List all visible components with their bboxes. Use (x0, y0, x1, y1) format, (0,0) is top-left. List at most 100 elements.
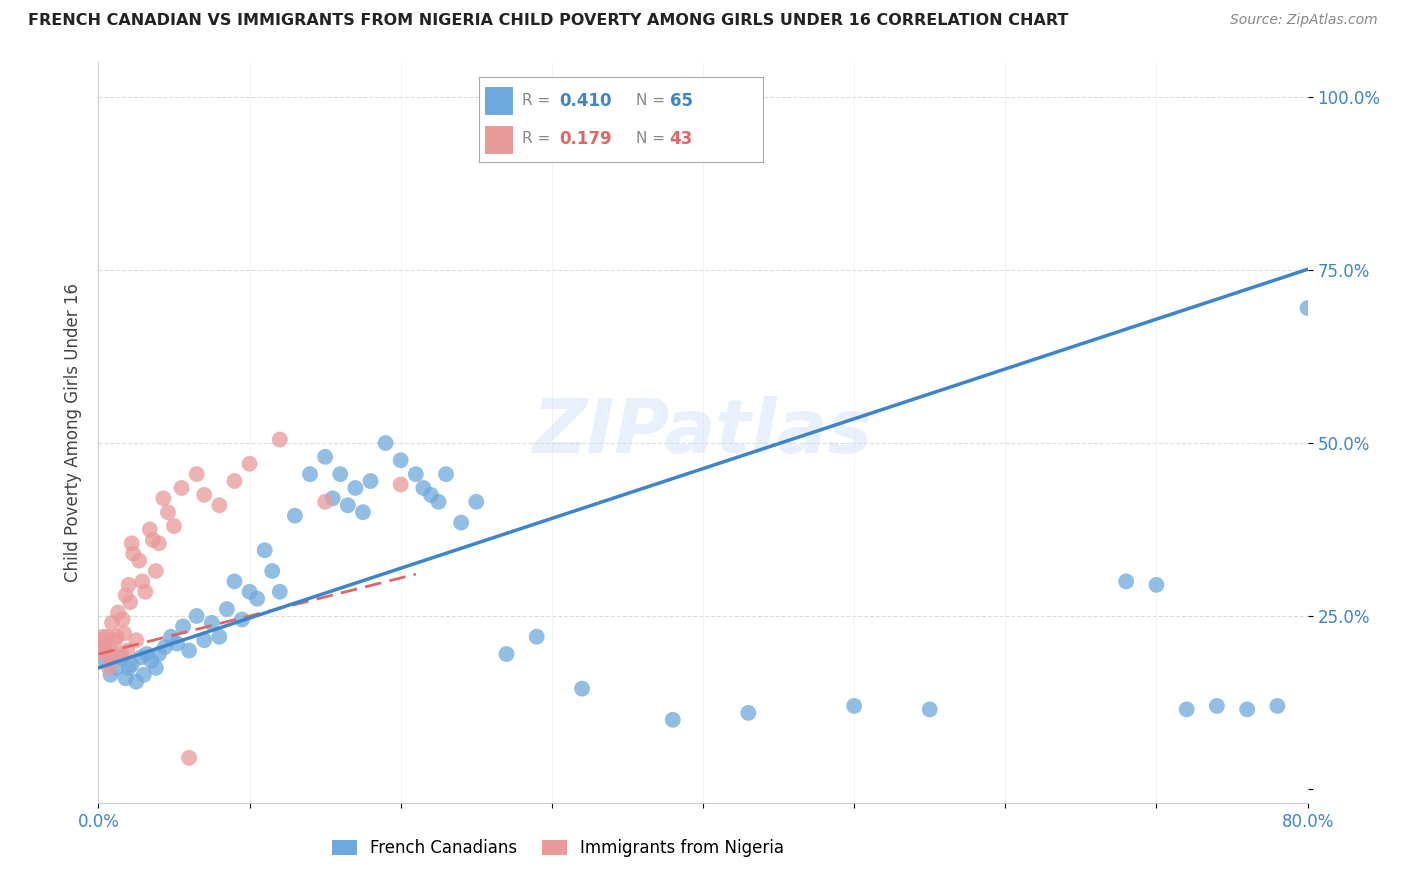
Point (918, 702, 941, 716)
Point (186, 467, 208, 482)
Point (148, 647, 170, 661)
Point (1144, 578, 1167, 592)
Point (269, 584, 291, 599)
Point (170, 481, 193, 495)
Point (1206, 698, 1229, 713)
Point (526, 630, 548, 644)
Point (114, 588, 136, 602)
Point (103, 650, 125, 665)
Point (1267, 698, 1289, 713)
Point (120, 595, 142, 609)
Point (129, 650, 152, 665)
Point (299, 467, 322, 482)
Point (94, 654, 117, 668)
Point (132, 667, 155, 681)
Point (844, 698, 866, 713)
Point (115, 643, 138, 657)
Point (91, 630, 114, 644)
Point (389, 477, 412, 491)
Point (322, 491, 344, 506)
Point (163, 519, 186, 533)
Point (125, 633, 148, 648)
Point (101, 615, 124, 630)
Point (239, 584, 262, 599)
Point (128, 554, 150, 568)
Point (94, 647, 117, 661)
Point (450, 516, 472, 530)
Point (465, 495, 488, 509)
Point (284, 508, 307, 523)
Point (253, 543, 276, 558)
Point (1115, 574, 1137, 589)
Point (107, 606, 129, 620)
Point (160, 630, 183, 644)
Point (314, 450, 336, 464)
Point (179, 751, 201, 765)
Point (193, 488, 215, 502)
Point (374, 436, 396, 450)
Point (111, 612, 134, 626)
Point (110, 647, 132, 661)
Point (224, 574, 246, 589)
Point (201, 615, 224, 630)
Point (118, 578, 141, 592)
Point (1236, 702, 1258, 716)
Point (269, 433, 291, 447)
Point (336, 498, 359, 512)
Point (661, 713, 683, 727)
Point (208, 498, 231, 512)
Point (215, 602, 238, 616)
Point (1296, 301, 1319, 315)
Point (156, 505, 179, 519)
Point (360, 474, 382, 488)
Point (139, 523, 162, 537)
Legend: French Canadians, Immigrants from Nigeria: French Canadians, Immigrants from Nigeri… (332, 839, 785, 857)
Point (89, 633, 111, 648)
Point (193, 633, 215, 648)
Point (114, 671, 136, 685)
Point (166, 637, 188, 651)
Point (105, 661, 128, 675)
Point (142, 533, 165, 547)
Point (135, 647, 157, 661)
Point (224, 474, 246, 488)
Point (571, 681, 593, 696)
Point (352, 505, 374, 519)
Point (329, 467, 352, 482)
Point (145, 564, 167, 578)
Point (104, 633, 127, 648)
Point (134, 584, 156, 599)
Point (179, 643, 201, 657)
Point (344, 481, 367, 495)
Point (420, 488, 443, 502)
Y-axis label: Child Poverty Among Girls Under 16: Child Poverty Among Girls Under 16 (63, 283, 82, 582)
Point (1175, 702, 1198, 716)
Point (121, 536, 143, 550)
Point (405, 467, 427, 482)
Point (262, 564, 284, 578)
Point (148, 536, 170, 550)
Point (246, 591, 269, 606)
Point (110, 650, 132, 665)
Point (427, 495, 450, 509)
Point (121, 657, 143, 672)
Point (231, 612, 253, 626)
Point (90, 643, 112, 657)
Point (122, 547, 145, 561)
Point (631, 107, 654, 121)
Point (186, 609, 208, 624)
Point (118, 661, 141, 675)
Point (208, 630, 231, 644)
Point (153, 640, 176, 654)
Point (100, 667, 122, 681)
Point (98, 661, 121, 675)
Point (100, 643, 122, 657)
Point (239, 457, 262, 471)
Point (152, 491, 174, 506)
Point (434, 467, 457, 482)
Point (389, 453, 412, 467)
Point (609, 107, 631, 121)
Point (412, 481, 434, 495)
Point (314, 495, 336, 509)
Text: Source: ZipAtlas.com: Source: ZipAtlas.com (1230, 13, 1378, 28)
